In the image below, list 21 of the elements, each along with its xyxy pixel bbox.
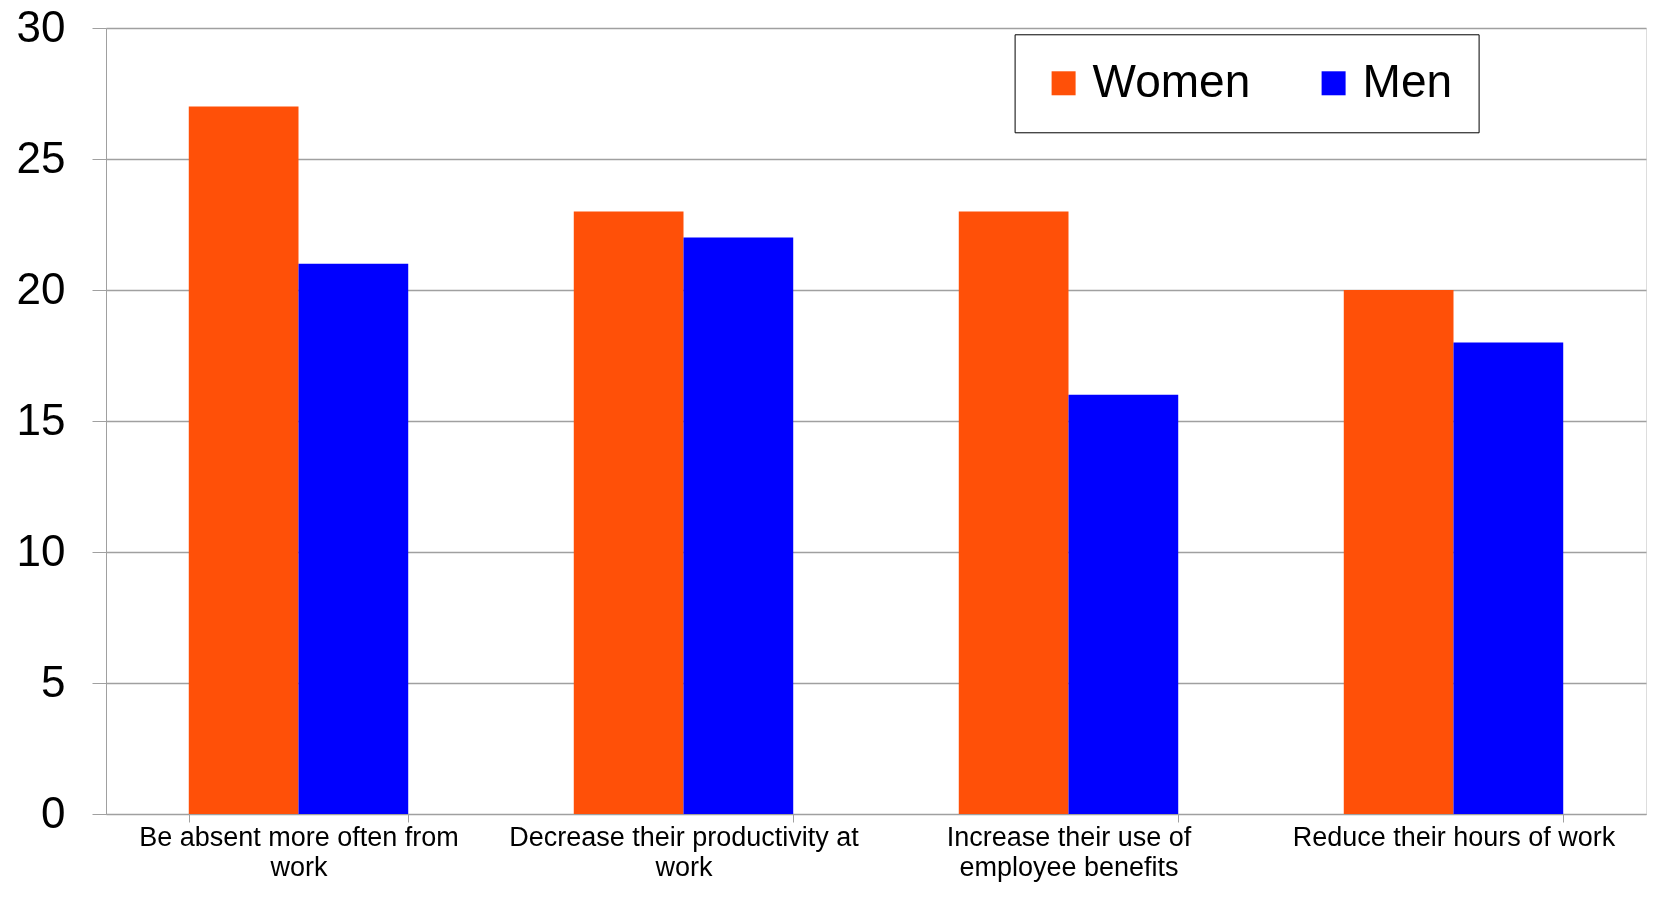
y-tick-label: 20 xyxy=(16,263,66,313)
y-tick-label: 30 xyxy=(16,1,66,51)
y-tick-label: 5 xyxy=(41,656,66,706)
bar xyxy=(1068,394,1179,814)
bar xyxy=(683,237,794,814)
bar xyxy=(1453,342,1564,814)
x-tick-label: Increase their use of employee benefits xyxy=(946,821,1192,882)
bar xyxy=(958,211,1069,814)
x-tick-label: Decrease their productivity at work xyxy=(509,821,860,882)
bar xyxy=(1343,290,1454,814)
legend-label: Men xyxy=(1362,55,1453,108)
bar xyxy=(298,263,409,814)
bar xyxy=(573,211,684,814)
x-tick-label: Reduce their hours of work xyxy=(1292,821,1616,852)
legend-label: Women xyxy=(1092,55,1251,108)
x-tick-label: Be absent more often from work xyxy=(139,821,459,882)
y-tick-label: 0 xyxy=(41,787,66,837)
bar xyxy=(188,106,299,814)
y-tick-label: 10 xyxy=(16,525,66,575)
y-tick-label: 15 xyxy=(16,394,66,444)
y-tick-label: 25 xyxy=(16,132,66,182)
